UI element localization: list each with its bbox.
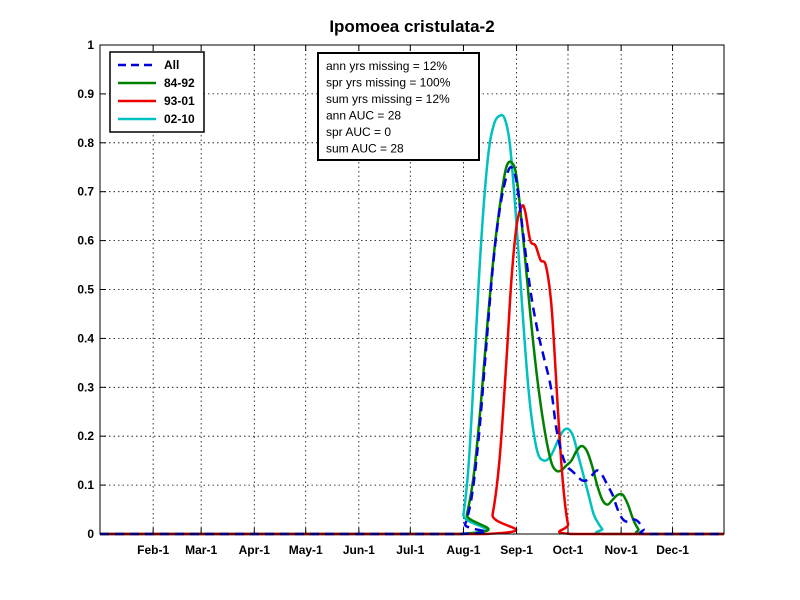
x-tick-label: Dec-1 <box>656 543 689 557</box>
x-tick-label: Feb-1 <box>137 543 169 557</box>
legend-label: 84-92 <box>164 76 195 90</box>
x-tick-label: Jun-1 <box>343 543 375 557</box>
series-lines <box>99 113 724 536</box>
x-tick-label: Jul-1 <box>396 543 424 557</box>
y-tick-label: 0.1 <box>77 478 94 492</box>
series-line-93-01 <box>99 204 724 536</box>
annotation-line: ann AUC = 28 <box>326 109 401 123</box>
x-tick-label: Apr-1 <box>239 543 271 557</box>
annotation-line: sum AUC = 28 <box>326 142 404 156</box>
legend: All 84-92 93-01 02-10 <box>109 51 205 133</box>
annotation-line: spr AUC = 0 <box>326 125 391 139</box>
series-line-All <box>99 165 724 536</box>
y-tick-label: 0.6 <box>77 234 94 248</box>
y-tick-label: 0.3 <box>77 380 94 394</box>
y-tick-label: 0.2 <box>77 429 94 443</box>
legend-label: All <box>164 58 179 72</box>
y-tick-label: 0.8 <box>77 136 94 150</box>
axis-ticks: 0 0.1 0.2 0.3 0.4 0.5 0.6 0.7 0.8 0.9 1 Feb-1 Mar-1 A… <box>77 38 724 557</box>
annotation-line: spr yrs missing = 100% <box>326 76 451 90</box>
annotation-line: ann yrs missing = 12% <box>326 59 447 73</box>
y-tick-label: 0.7 <box>77 185 94 199</box>
x-tick-label: Mar-1 <box>185 543 217 557</box>
legend-label: 93-01 <box>164 94 195 108</box>
x-tick-label: Oct-1 <box>553 543 584 557</box>
series-line-02-10 <box>99 113 724 536</box>
chart-title: Ipomoea cristulata-2 <box>329 17 494 36</box>
annotation-line: sum yrs missing = 12% <box>326 92 450 106</box>
x-tick-label: Sep-1 <box>500 543 533 557</box>
x-tick-label: Aug-1 <box>446 543 480 557</box>
legend-label: 02-10 <box>164 112 195 126</box>
y-tick-label: 1 <box>87 38 94 52</box>
x-tick-label: May-1 <box>289 543 323 557</box>
x-tick-label: Nov-1 <box>604 543 638 557</box>
annotation-frame <box>317 52 480 161</box>
y-tick-label: 0.5 <box>77 283 94 297</box>
annotation-box: ann yrs missing = 12% spr yrs missing = 1… <box>317 52 480 161</box>
series-line-84-92 <box>99 160 724 536</box>
y-tick-label: 0 <box>87 527 94 541</box>
y-tick-label: 0.9 <box>77 87 94 101</box>
y-tick-label: 0.4 <box>77 331 94 345</box>
